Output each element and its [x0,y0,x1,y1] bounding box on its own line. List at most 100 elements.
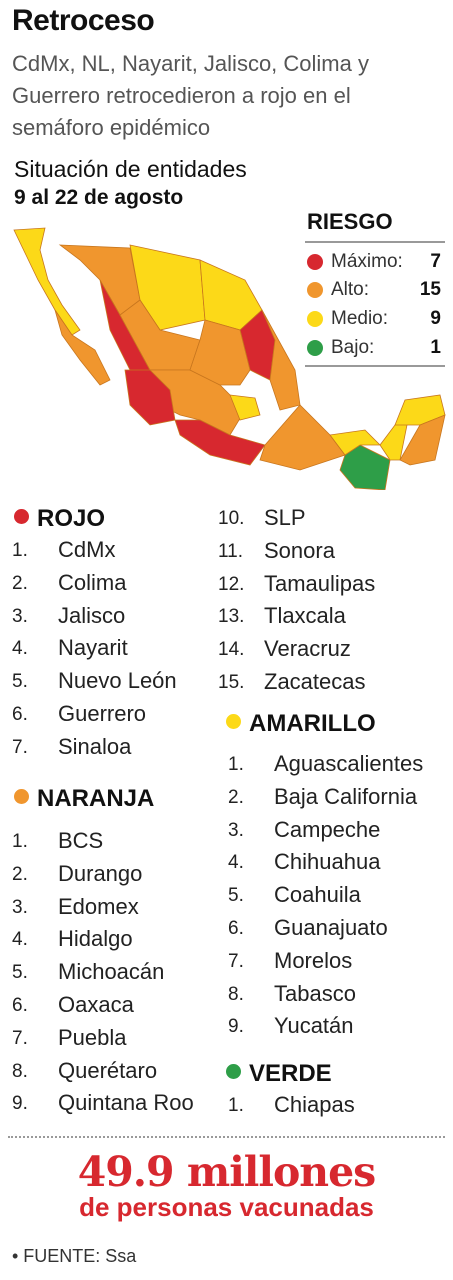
list-header: ROJO [14,505,105,533]
subline: de personas vacunadas [79,1192,374,1222]
item-number: 9. [12,1093,28,1115]
legend-count: 9 [430,308,441,329]
legend-count: 15 [419,279,441,300]
item-number: 8. [12,1060,28,1082]
map-period: 9 al 22 de agosto [14,186,184,209]
list-dot [226,714,241,729]
item-number: 1. [12,540,28,561]
item-name: Durango [58,860,143,886]
item-number: 5. [228,885,244,907]
source: • FUENTE: Ssa [12,1246,137,1266]
legend-swatch [307,282,323,298]
subtitle: CdMx, NL, Nayarit, Jalisco, Colima y Gue… [12,51,369,140]
item-number: 10. [218,508,245,529]
item-name: Morelos [274,947,353,973]
item-number: 5. [12,962,28,984]
item-name: Sonora [264,537,335,563]
item-number: 6. [228,918,244,939]
list-title: VERDE [249,1060,332,1087]
title: Retroceso [12,4,155,37]
item-number: 5. [12,671,28,693]
item-name: Guanajuato [274,915,388,940]
item-number: 2. [12,863,28,885]
item-number: 3. [12,605,28,627]
item-name: Quintana Roo [58,1090,194,1116]
list-dot [14,789,29,804]
item-name: Tamaulipas [264,570,376,596]
item-number: 9. [228,1016,244,1038]
item-number: 4. [12,929,28,951]
item-number: 15. [218,672,245,693]
item-name: Querétaro [58,1057,158,1083]
legend-label: Bajo: [331,337,375,358]
legend-swatch [307,340,323,356]
item-name: CdMx [58,537,116,562]
item-name: SLP [264,505,306,530]
item-name: Baja California [274,783,418,809]
list-header: VERDE [226,1060,332,1088]
legend-item: Medio: 9 [305,306,445,334]
legend-count: 7 [430,251,441,272]
list-title: ROJO [37,505,106,532]
legend: RIESGO Máximo: 7 Alto: 15 Medio: 9 Bajo: 1 [305,205,445,367]
legend-item: Máximo: 7 [305,249,445,277]
item-name: Chihuahua [274,849,381,875]
item-number: 14. [218,639,245,661]
item-name: Jalisco [58,602,126,628]
item-name: Tlaxcala [264,603,346,629]
list-header: AMARILLO [226,710,376,738]
list-dot [226,1064,241,1079]
legend-title: RIESGO [307,209,393,234]
item-number: 2. [228,786,244,808]
list-title: AMARILLO [249,710,376,737]
item-name: Sinaloa [58,733,132,759]
item-name: Nayarit [58,635,128,661]
list-dot [14,509,29,524]
item-number: 7. [12,736,28,758]
item-name: Aguascalientes [274,751,424,776]
list-header: NARANJA [14,785,154,813]
item-name: Campeche [274,816,381,842]
map-title: Situación de entidades [14,156,247,182]
legend-label: Alto: [331,279,370,300]
legend-item: Alto: 15 [305,277,445,305]
item-number: 6. [12,704,28,725]
item-number: 11. [218,540,244,562]
item-number: 13. [218,606,245,628]
legend-count: 1 [430,337,441,358]
item-number: 7. [228,950,244,972]
item-number: 6. [12,995,28,1016]
map [13,227,446,490]
item-name: Chiapas [274,1092,355,1117]
item-name: Oaxaca [58,992,134,1017]
item-name: Yucatán [274,1013,354,1039]
item-name: Nuevo León [58,668,177,694]
item-name: Michoacán [58,959,165,985]
item-name: Tabasco [274,980,356,1006]
list-title: NARANJA [37,785,155,812]
item-number: 2. [12,572,28,594]
item-number: 12. [218,573,245,595]
legend-swatch [307,311,323,327]
item-name: Edomex [58,893,139,919]
item-number: 1. [228,1095,244,1116]
item-number: 1. [228,754,244,775]
item-number: 1. [12,831,28,852]
item-number: 3. [228,819,244,841]
item-name: Zacatecas [264,669,366,694]
item-name: Puebla [58,1024,127,1050]
legend-swatch [307,254,323,270]
item-name: Guerrero [58,701,147,726]
item-name: Colima [58,569,127,595]
item-name: BCS [58,828,104,853]
legend-label: Medio: [331,308,389,329]
item-name: Hidalgo [58,926,133,952]
item-number: 4. [12,638,28,660]
item-number: 7. [12,1027,28,1049]
item-number: 4. [228,852,244,874]
legend-label: Máximo: [331,251,403,272]
item-name: Veracruz [264,636,351,662]
headline: 49.9 millones [77,1148,377,1196]
legend-item: Bajo: 1 [305,335,445,363]
